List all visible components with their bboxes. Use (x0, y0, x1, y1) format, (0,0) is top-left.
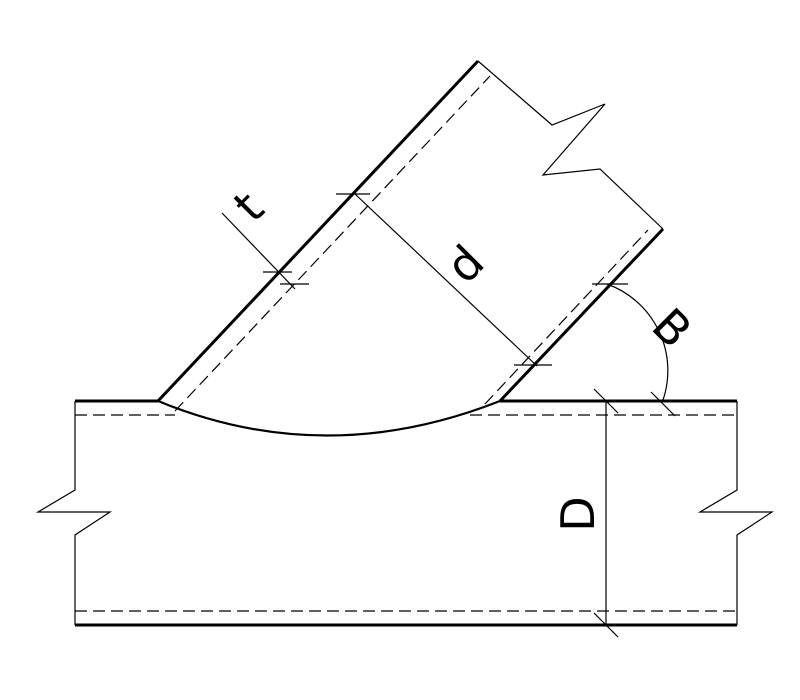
weld-intersection-curve (157, 399, 501, 437)
chord-tube (35, 399, 775, 627)
brace-left-inner-edge (174, 75, 491, 412)
label-t: t (223, 181, 274, 232)
brace-left-outer-edge (156, 59, 480, 403)
label-chord-d: D (551, 496, 605, 531)
dimension-d: d (336, 193, 552, 367)
dimension-d-line (354, 193, 538, 367)
chord-break-left (35, 401, 113, 625)
brace-tube (156, 59, 665, 437)
dimension-chord-d: D (551, 388, 619, 638)
dimension-t-line (221, 212, 296, 290)
label-b: B (642, 298, 703, 359)
brace-right-inner-edge (484, 229, 649, 405)
label-d: d (436, 235, 495, 294)
angle-tick-2 (650, 391, 676, 417)
dimension-chord-tick-2 (593, 612, 619, 638)
brace-break (477, 60, 664, 230)
angle-arc (606, 283, 669, 401)
dimension-angle-b: B (592, 283, 703, 417)
dimension-chord-tick-1 (593, 388, 619, 414)
dimension-t: t (221, 181, 309, 290)
brace-right-outer-edge (498, 227, 665, 403)
chord-break-right (697, 401, 775, 625)
